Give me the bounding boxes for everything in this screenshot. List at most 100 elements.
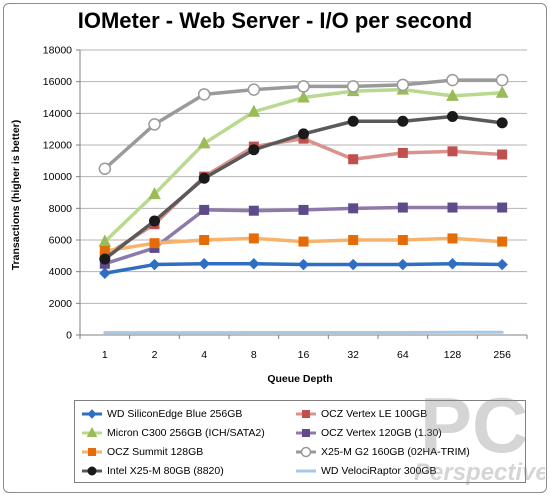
plot-area: 0 2000 4000 6000 8000 10000 12000 14000 16000 180…: [43, 45, 528, 361]
data-point: [248, 233, 259, 244]
x-tick-label: 32: [347, 349, 359, 361]
data-point: [298, 204, 309, 215]
data-point: [298, 236, 309, 247]
x-tick-label: 64: [397, 349, 409, 361]
legend-item: OCZ Vertex 120GB (1.30): [289, 423, 527, 442]
legend-item: X25-M G2 160GB (02HA-TRIM): [289, 442, 527, 461]
y-tick-label: 4000: [49, 266, 73, 278]
data-point: [248, 205, 259, 216]
data-point: [99, 253, 111, 265]
data-point: [446, 73, 459, 87]
x-tick-label: 8: [251, 349, 257, 361]
data-point: [447, 111, 458, 122]
data-point: [495, 73, 509, 87]
data-point: [149, 238, 160, 249]
legend-swatch: [82, 426, 102, 437]
data-point: [348, 235, 359, 245]
data-point: [99, 267, 111, 279]
legend-label: OCZ Vertex LE 100GB: [321, 407, 428, 420]
legend-label: WD SiliconEdge Blue 256GB: [107, 407, 243, 420]
legend-item: Intel X25-M 80GB (8820): [75, 461, 289, 480]
x-tick-label: 16: [298, 349, 310, 361]
data-point: [397, 235, 408, 245]
data-point: [297, 90, 310, 103]
data-point: [297, 258, 310, 271]
data-point: [447, 146, 458, 157]
data-point: [446, 88, 459, 101]
data-point: [149, 215, 160, 227]
x-tick-label: 128: [444, 349, 462, 361]
legend-swatch: [296, 428, 316, 437]
legend-swatch: [82, 447, 102, 456]
data-point: [396, 78, 410, 92]
data-point: [148, 118, 161, 131]
legend-label: Intel X25-M 80GB (8820): [107, 464, 224, 477]
data-point: [348, 203, 359, 214]
data-point: [496, 117, 508, 129]
y-tick-label: 2000: [49, 298, 73, 310]
y-tick-label: 12000: [43, 140, 72, 152]
y-tick-label: 10000: [43, 171, 72, 183]
x-tick-label: 2: [152, 349, 158, 361]
y-axis-label: Transactions (higher is better): [10, 119, 22, 271]
data-point: [199, 235, 210, 245]
legend-label: Micron C300 256GB (ICH/SATA2): [107, 426, 265, 439]
data-point: [447, 233, 458, 244]
data-point: [348, 154, 359, 165]
y-tick-label: 16000: [43, 76, 72, 88]
x-tick-label: 4: [201, 349, 207, 361]
data-point: [197, 136, 211, 149]
data-point: [247, 104, 261, 117]
legend-item: Micron C300 256GB (ICH/SATA2): [75, 423, 289, 442]
legend-label: WD VelociRaptor 300GB: [321, 464, 437, 477]
data-point: [397, 258, 409, 271]
data-point: [248, 258, 260, 270]
legend-swatch: [82, 408, 102, 419]
series-0: [99, 258, 508, 279]
data-point: [347, 258, 359, 271]
legend-item: OCZ Vertex LE 100GB: [289, 404, 527, 423]
legend-swatch: [296, 469, 316, 472]
data-point: [148, 258, 161, 271]
y-tick-label: 14000: [43, 108, 72, 120]
data-point: [98, 162, 112, 175]
data-point: [197, 88, 211, 101]
data-point: [247, 83, 261, 96]
legend-label: OCZ Vertex 120GB (1.30): [321, 426, 442, 439]
data-point: [248, 144, 260, 156]
data-point: [346, 80, 360, 93]
x-axis-label: Queue Depth: [267, 373, 333, 385]
y-tick-label: 6000: [49, 235, 73, 247]
legend-label: OCZ Summit 128GB: [107, 445, 204, 458]
data-point: [495, 85, 509, 98]
chart-title: IOMeter - Web Server - I/O per second: [77, 8, 473, 33]
data-point: [298, 128, 309, 140]
x-tick-label: 1: [102, 349, 108, 361]
data-point: [497, 202, 508, 213]
legend-swatch: [82, 466, 102, 475]
legend-item: WD SiliconEdge Blue 256GB: [75, 404, 289, 423]
data-point: [148, 187, 161, 200]
series-4: [99, 233, 508, 257]
series-5: [98, 73, 509, 175]
legend: WD SiliconEdge Blue 256GB OCZ Vertex LE 1…: [74, 400, 526, 483]
data-point: [199, 204, 210, 215]
data-point: [446, 258, 459, 270]
data-point: [397, 202, 408, 213]
legend-label: X25-M G2 160GB (02HA-TRIM): [321, 445, 470, 458]
data-point: [497, 149, 508, 160]
data-point: [397, 147, 408, 158]
x-tick-label: 256: [493, 349, 511, 361]
data-point: [198, 172, 210, 184]
data-point: [198, 258, 210, 270]
legend-swatch: [296, 446, 316, 457]
data-point: [447, 202, 458, 213]
y-tick-label: 8000: [49, 203, 73, 215]
data-point: [496, 258, 508, 271]
legend-item: OCZ Summit 128GB: [75, 442, 289, 461]
series-6: [99, 111, 508, 265]
legend-item: WD VelociRaptor 300GB: [289, 461, 527, 480]
data-point: [397, 115, 409, 127]
data-point: [347, 115, 359, 127]
y-tick-label: 0: [66, 330, 72, 342]
